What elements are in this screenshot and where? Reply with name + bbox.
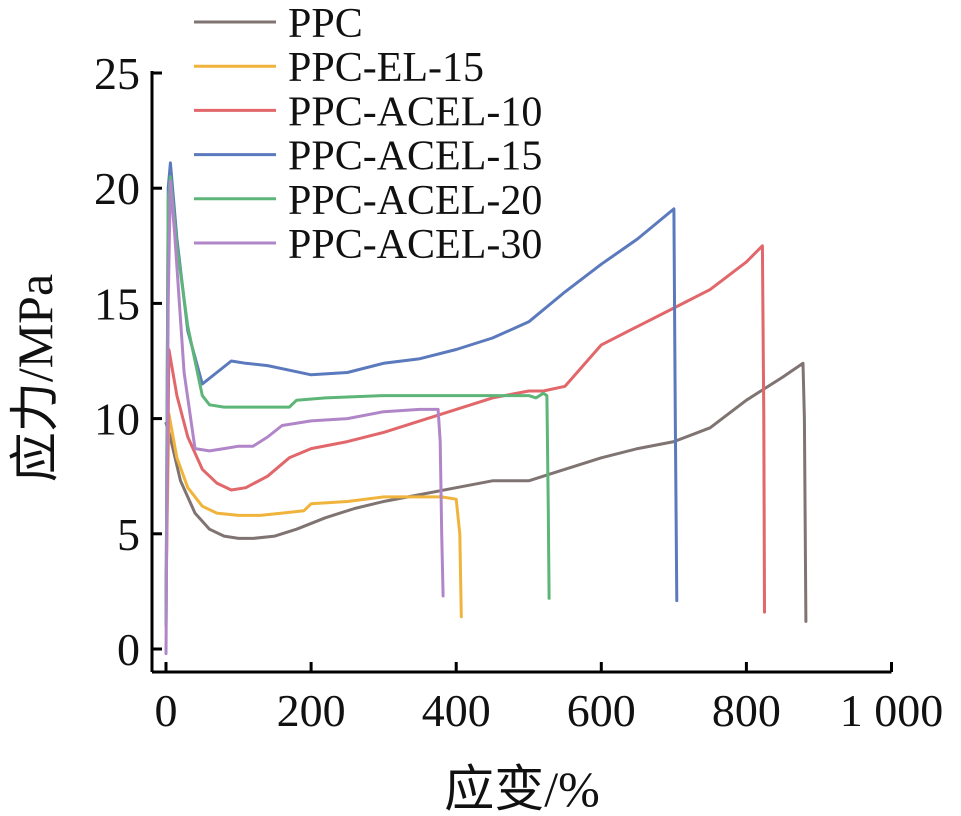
x-tick-label: 600	[567, 685, 636, 736]
legend-label: PPC	[288, 1, 363, 47]
x-tick-label: 800	[712, 685, 781, 736]
legend-label: PPC-ACEL-10	[288, 89, 542, 135]
y-tick-label: 10	[94, 394, 140, 445]
series-line-4	[164, 175, 551, 628]
series-line-0	[164, 361, 808, 623]
legend-label: PPC-EL-15	[288, 45, 484, 91]
legend: PPCPPC-EL-15PPC-ACEL-10PPC-ACEL-15PPC-AC…	[194, 1, 542, 268]
y-tick-label: 0	[117, 624, 140, 675]
series-line-2	[164, 244, 766, 614]
y-tick-label: 5	[117, 509, 140, 560]
series-layer	[164, 161, 808, 656]
y-tick-label: 20	[94, 163, 140, 214]
x-tick-label: 200	[277, 685, 346, 736]
axes-layer	[150, 71, 892, 674]
x-tick-label: 1 000	[840, 685, 944, 736]
legend-label: PPC-ACEL-20	[288, 178, 542, 224]
x-tick-label: 400	[422, 685, 491, 736]
legend-label: PPC-ACEL-15	[288, 134, 542, 180]
y-tick-label: 25	[94, 48, 140, 99]
y-tick-label: 15	[94, 278, 140, 329]
series-line-1	[164, 412, 463, 619]
x-tick-label: 0	[155, 685, 178, 736]
x-axis-title: 应变/%	[444, 761, 600, 816]
series-line-5	[164, 179, 445, 656]
legend-label: PPC-ACEL-30	[288, 222, 542, 268]
ticks-layer: 0 200 400 600 800 1 000 0 5 10 15 20 25	[94, 48, 943, 736]
y-axis-title: 应力/MPa	[7, 274, 63, 482]
